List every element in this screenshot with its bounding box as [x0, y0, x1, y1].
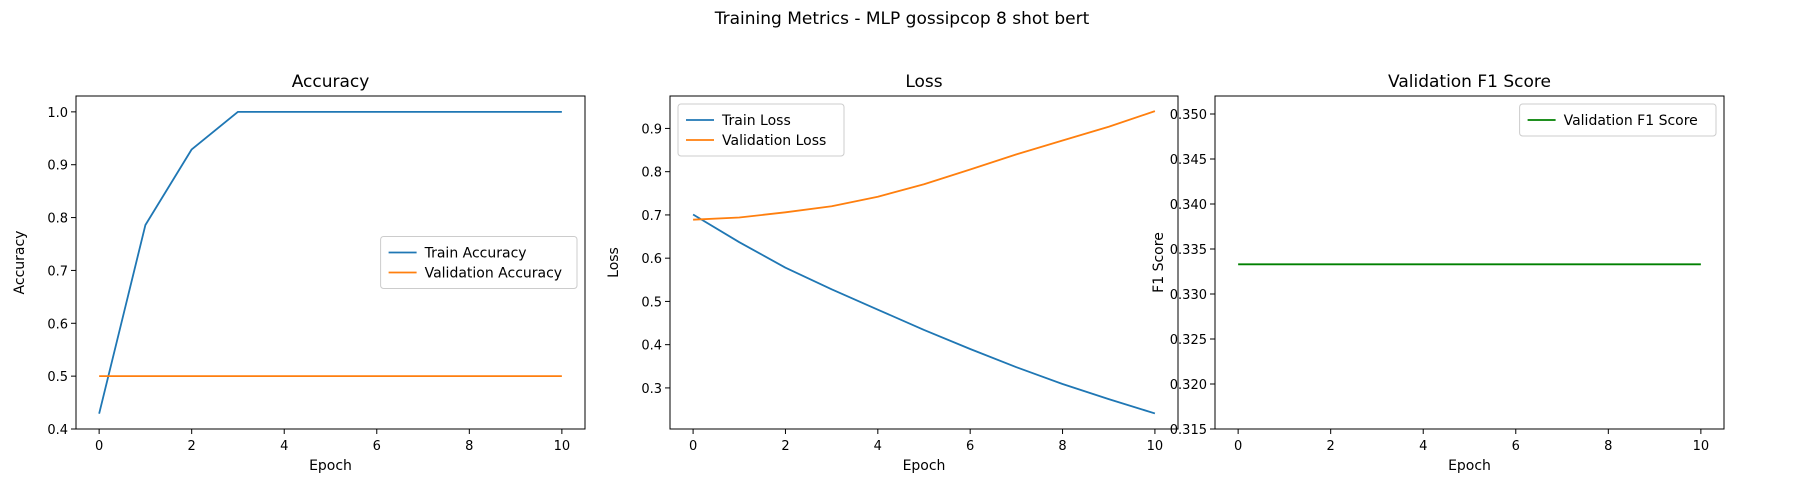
y-tick-label: 0.320 — [1170, 378, 1207, 393]
y-tick-label: 0.340 — [1170, 198, 1207, 213]
y-axis-label: F1 Score — [1151, 232, 1167, 293]
f1-legend: Validation F1 Score — [1519, 103, 1717, 137]
y-tick-label: 0.330 — [1170, 288, 1207, 303]
y-tick-label: 0.350 — [1170, 108, 1207, 123]
axes-frame — [669, 95, 1179, 430]
x-tick-label: 6 — [966, 439, 974, 454]
y-tick-label: 0.7 — [47, 264, 68, 279]
x-axis-label: Epoch — [1448, 458, 1491, 474]
y-tick-label: 0.3 — [641, 382, 662, 397]
y-tick-label: 0.345 — [1170, 153, 1207, 168]
y-tick-label: 0.8 — [641, 166, 662, 181]
accuracy-chart-title: Accuracy — [292, 72, 370, 92]
f1-panel: Validation F1 Score 0 2 4 6 8 10 0.315 0.320 0.32… — [1151, 72, 1725, 474]
loss-chart-title: Loss — [905, 72, 942, 92]
accuracy-legend: Train Accuracy Validation Accuracy — [380, 236, 578, 289]
y-tick-label: 0.7 — [641, 209, 662, 224]
x-tick-label: 10 — [554, 439, 571, 454]
y-tick-label: 0.6 — [47, 317, 68, 332]
accuracy-panel: Accuracy 0 2 4 6 8 10 0.4 0.5 0.6 0.7 0.8 0.9 1.0 Epoc… — [12, 72, 586, 474]
y-tick-label: 0.315 — [1170, 423, 1207, 438]
x-tick-label: 6 — [373, 439, 381, 454]
y-tick-label: 0.4 — [641, 339, 662, 354]
y-tick-label: 0.8 — [47, 212, 68, 227]
y-axis-label: Loss — [606, 247, 622, 278]
loss-legend: Train Loss Validation Loss — [677, 103, 845, 157]
legend-label: Validation F1 Score — [1564, 113, 1698, 129]
axes-frame — [1214, 95, 1725, 430]
x-tick-label: 8 — [465, 439, 473, 454]
x-tick-label: 2 — [1327, 439, 1335, 454]
x-tick-label: 8 — [1604, 439, 1612, 454]
legend-label: Validation Loss — [722, 133, 826, 149]
x-axis-label: Epoch — [309, 458, 352, 474]
y-tick-label: 0.5 — [641, 295, 662, 310]
loss-panel: Loss 0 2 4 6 8 10 0.3 0.4 0.5 0.6 0.7 0.8 0.9 Epoch Los… — [606, 72, 1179, 474]
x-tick-label: 4 — [874, 439, 882, 454]
legend-label: Train Loss — [721, 113, 791, 129]
y-tick-label: 1.0 — [47, 106, 68, 121]
f1-chart-title: Validation F1 Score — [1388, 72, 1551, 92]
x-tick-label: 6 — [1512, 439, 1520, 454]
axes-frame — [75, 95, 586, 430]
y-axis-label: Accuracy — [12, 231, 28, 295]
y-tick-label: 0.4 — [47, 423, 68, 438]
x-tick-label: 10 — [1147, 439, 1164, 454]
train-accuracy-line — [98, 110, 562, 414]
y-tick-label: 0.9 — [641, 122, 662, 137]
legend-label: Validation Accuracy — [425, 266, 562, 282]
x-tick-label: 2 — [188, 439, 196, 454]
x-tick-label: 8 — [1058, 439, 1066, 454]
y-tick-label: 0.335 — [1170, 243, 1207, 258]
x-tick-label: 0 — [95, 439, 103, 454]
legend-box — [677, 103, 845, 157]
x-tick-label: 10 — [1693, 439, 1710, 454]
x-tick-label: 4 — [280, 439, 288, 454]
x-tick-label: 0 — [689, 439, 697, 454]
y-tick-label: 0.9 — [47, 159, 68, 174]
y-tick-label: 0.325 — [1170, 333, 1207, 348]
figure-suptitle: Training Metrics - MLP gossipcop 8 shot … — [714, 9, 1090, 29]
train-loss-line — [692, 213, 1156, 415]
x-tick-label: 2 — [781, 439, 789, 454]
legend-box — [1519, 103, 1717, 137]
y-tick-label: 0.6 — [641, 252, 662, 267]
legend-label: Train Accuracy — [424, 246, 527, 262]
x-tick-label: 0 — [1234, 439, 1242, 454]
validation-loss-line — [693, 110, 1156, 221]
y-tick-label: 0.5 — [47, 370, 68, 385]
legend-box — [380, 236, 578, 289]
x-axis-label: Epoch — [903, 458, 946, 474]
x-tick-label: 4 — [1419, 439, 1427, 454]
